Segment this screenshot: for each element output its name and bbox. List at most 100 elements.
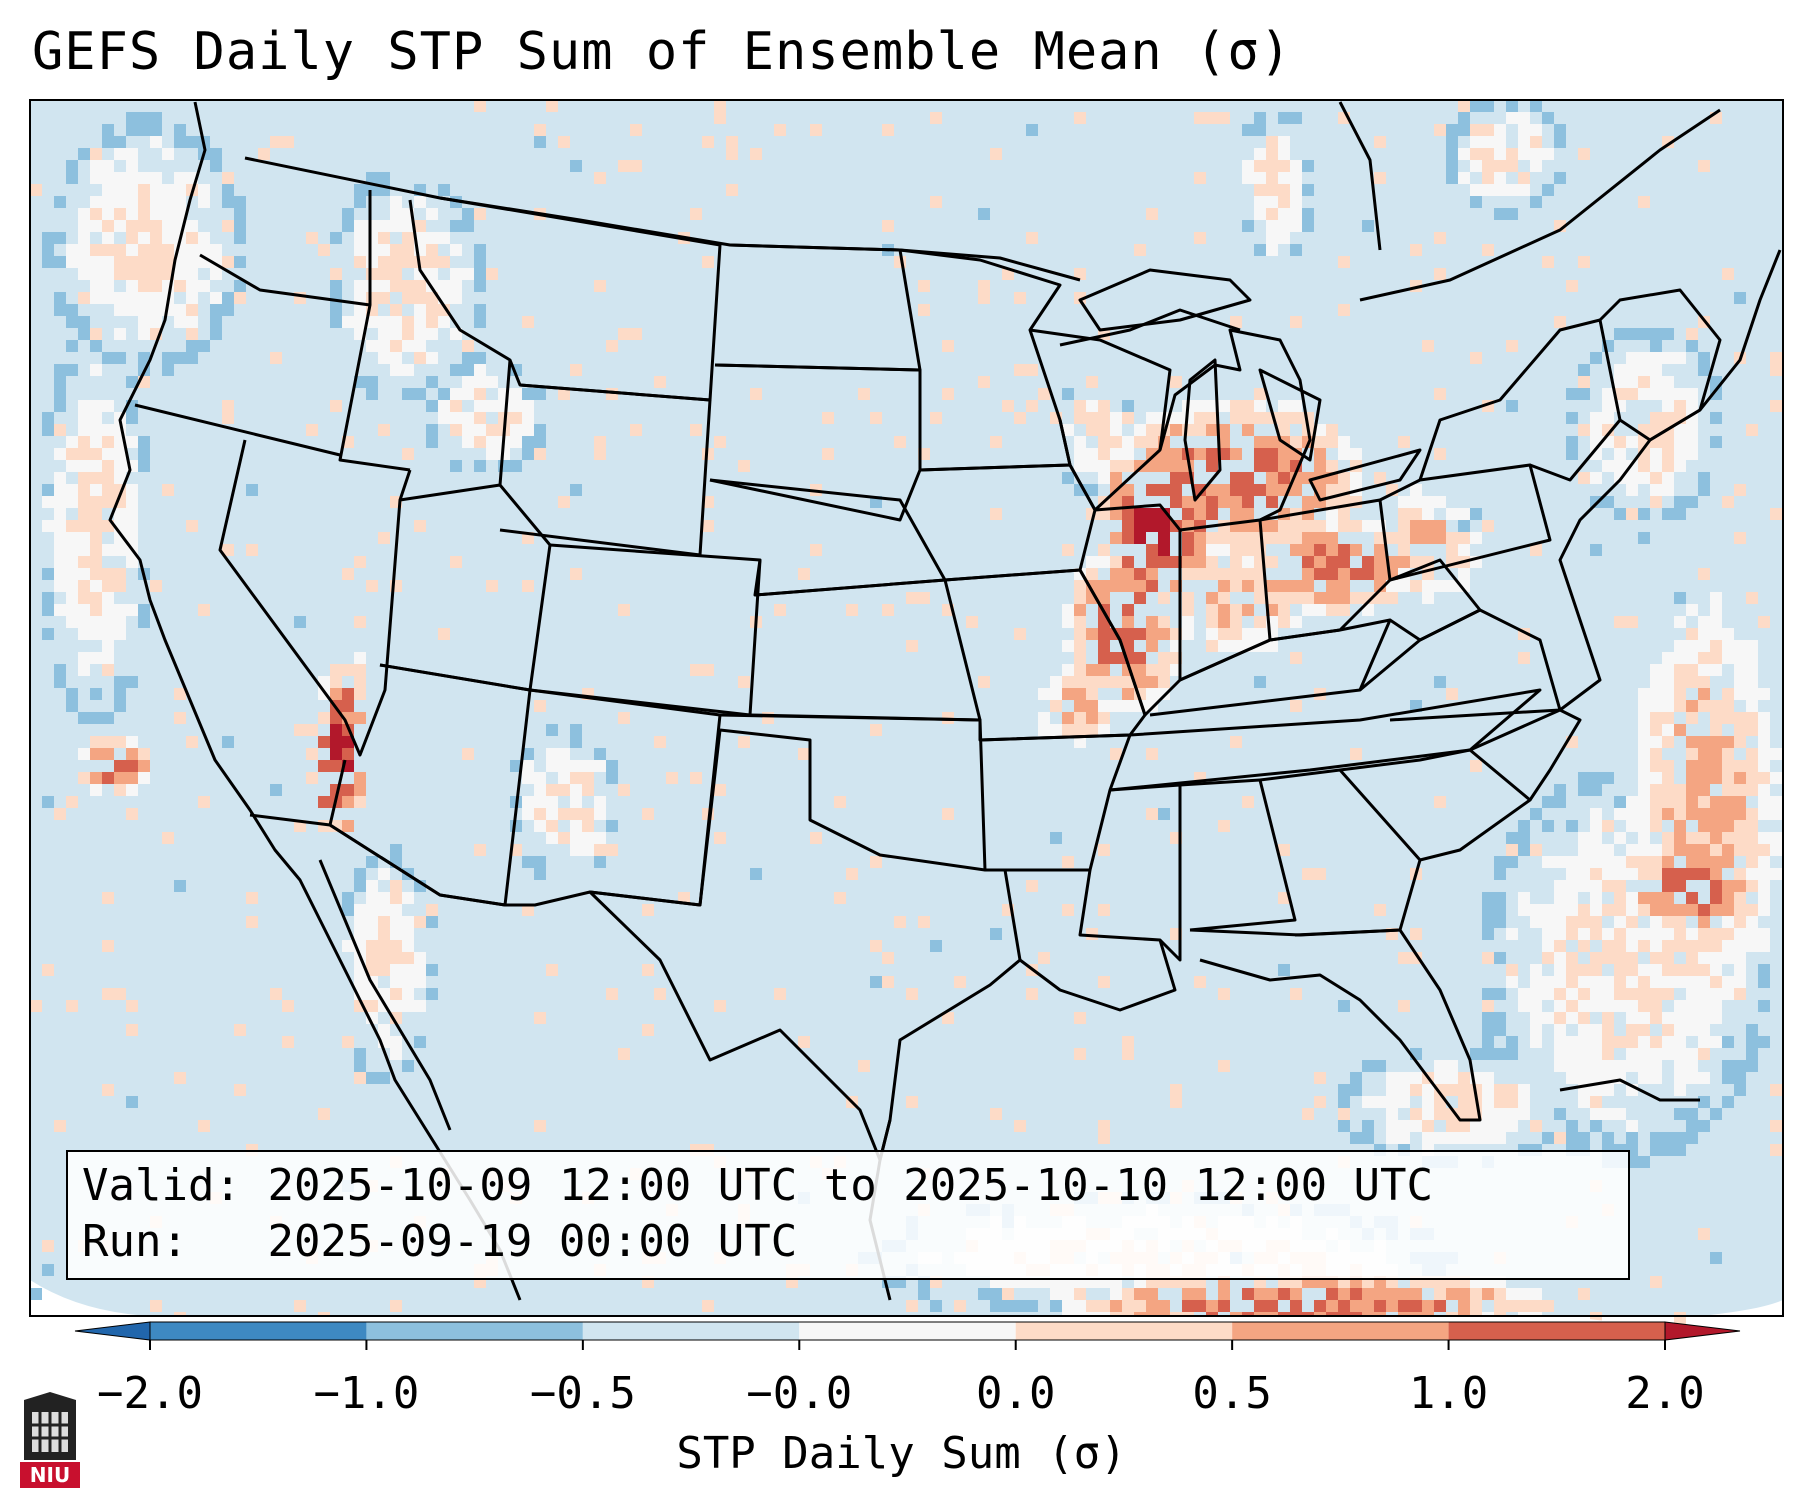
- grid-cell: [78, 460, 90, 472]
- grid-cell: [1626, 1096, 1638, 1108]
- grid-cell: [1494, 1048, 1506, 1060]
- grid-cell: [1674, 880, 1686, 892]
- grid-cell: [1182, 532, 1194, 544]
- grid-cell: [1758, 988, 1770, 1000]
- grid-cell: [594, 832, 606, 844]
- grid-cell: [1098, 844, 1110, 856]
- grid-cell: [462, 388, 474, 400]
- grid-cell: [1110, 508, 1122, 520]
- grid-cell: [1746, 1000, 1758, 1012]
- grid-cell: [186, 292, 198, 304]
- grid-cell: [1626, 820, 1638, 832]
- grid-cell: [558, 136, 570, 148]
- grid-cell: [1482, 1048, 1494, 1060]
- grid-cell: [690, 772, 702, 784]
- grid-cell: [1458, 520, 1470, 532]
- grid-cell: [1578, 1096, 1590, 1108]
- grid-cell: [1422, 1108, 1434, 1120]
- grid-cell: [198, 292, 210, 304]
- grid-cell: [1518, 1120, 1530, 1132]
- grid-cell: [1614, 772, 1626, 784]
- grid-cell: [1398, 544, 1410, 556]
- grid-cell: [414, 1012, 426, 1024]
- grid-cell: [390, 268, 402, 280]
- grid-cell: [1302, 604, 1314, 616]
- grid-cell: [1626, 796, 1638, 808]
- grid-cell: [210, 268, 222, 280]
- grid-cell: [1746, 820, 1758, 832]
- grid-cell: [498, 400, 510, 412]
- grid-cell: [102, 640, 114, 652]
- grid-cell: [1266, 172, 1278, 184]
- grid-cell: [42, 448, 54, 460]
- grid-cell: [1686, 856, 1698, 868]
- grid-cell: [1338, 580, 1350, 592]
- grid-cell: [1062, 616, 1074, 628]
- grid-cell: [1614, 352, 1626, 364]
- grid-cell: [1506, 100, 1518, 112]
- grid-cell: [78, 448, 90, 460]
- grid-cell: [78, 472, 90, 484]
- grid-cell: [738, 676, 750, 688]
- grid-cell: [1098, 976, 1110, 988]
- grid-cell: [1686, 940, 1698, 952]
- grid-cell: [414, 304, 426, 316]
- grid-cell: [402, 904, 414, 916]
- grid-cell: [582, 784, 594, 796]
- grid-cell: [1722, 952, 1734, 964]
- grid-cell: [234, 280, 246, 292]
- grid-cell: [1134, 1288, 1146, 1300]
- grid-cell: [1290, 208, 1302, 220]
- grid-cell: [378, 292, 390, 304]
- grid-cell: [102, 256, 114, 268]
- grid-cell: [1494, 988, 1506, 1000]
- grid-cell: [522, 316, 534, 328]
- grid-cell: [1518, 880, 1530, 892]
- grid-cell: [1506, 868, 1518, 880]
- grid-cell: [66, 220, 78, 232]
- grid-cell: [1506, 880, 1518, 892]
- grid-cell: [1074, 412, 1086, 424]
- grid-cell: [138, 460, 150, 472]
- grid-cell: [1650, 640, 1662, 652]
- grid-cell: [174, 316, 186, 328]
- grid-cell: [1686, 736, 1698, 748]
- grid-cell: [1338, 256, 1350, 268]
- grid-cell: [1542, 172, 1554, 184]
- grid-cell: [1386, 1288, 1398, 1300]
- grid-cell: [1290, 400, 1302, 412]
- grid-cell: [102, 388, 114, 400]
- grid-cell: [402, 952, 414, 964]
- grid-cell: [330, 256, 342, 268]
- grid-cell: [126, 436, 138, 448]
- grid-cell: [1446, 1120, 1458, 1132]
- grid-cell: [1050, 664, 1062, 676]
- grid-cell: [1674, 808, 1686, 820]
- grid-cell: [1086, 712, 1098, 724]
- grid-cell: [90, 592, 102, 604]
- grid-cell: [1674, 916, 1686, 928]
- grid-cell: [1530, 976, 1542, 988]
- grid-cell: [1626, 952, 1638, 964]
- grid-cell: [522, 760, 534, 772]
- grid-cell: [66, 424, 78, 436]
- grid-cell: [1242, 124, 1254, 136]
- grid-cell: [1086, 676, 1098, 688]
- grid-cell: [1698, 784, 1710, 796]
- grid-cell: [330, 400, 342, 412]
- grid-cell: [102, 712, 114, 724]
- grid-cell: [1758, 700, 1770, 712]
- grid-cell: [1530, 1288, 1542, 1300]
- grid-cell: [1722, 1012, 1734, 1024]
- grid-cell: [366, 916, 378, 928]
- grid-cell: [1446, 1048, 1458, 1060]
- grid-cell: [78, 352, 90, 364]
- grid-cell: [1722, 1000, 1734, 1012]
- grid-cell: [1206, 424, 1218, 436]
- grid-cell: [1326, 544, 1338, 556]
- grid-cell: [1098, 592, 1110, 604]
- grid-cell: [1710, 448, 1722, 460]
- grid-cell: [234, 208, 246, 220]
- grid-cell: [402, 964, 414, 976]
